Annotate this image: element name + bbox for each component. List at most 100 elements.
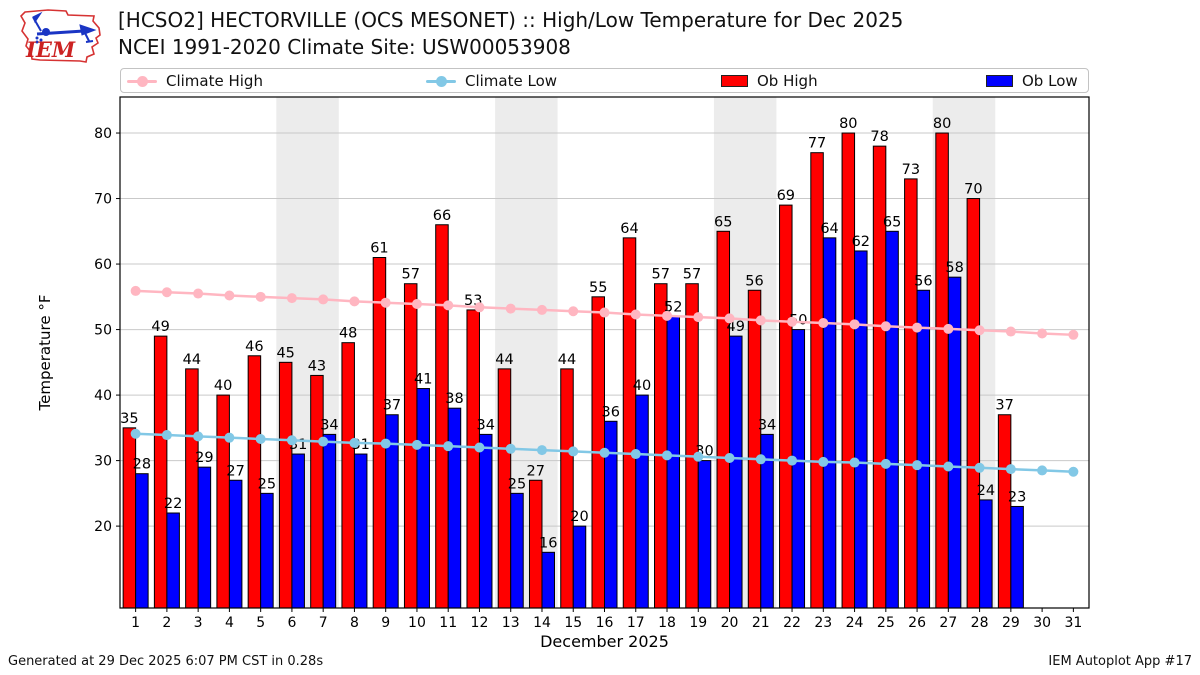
ob-high-bar bbox=[654, 283, 668, 609]
ob-low-bar bbox=[291, 453, 305, 609]
ob-high-label: 27 bbox=[527, 463, 545, 479]
legend-label: Climate Low bbox=[465, 71, 558, 90]
x-tick-label: 14 bbox=[533, 615, 551, 631]
ob-high-label: 37 bbox=[995, 398, 1013, 414]
ob-high-bar bbox=[185, 368, 199, 609]
app-credit: IEM Autoplot App #17 bbox=[1048, 654, 1192, 669]
generated-timestamp: Generated at 29 Dec 2025 6:07 PM CST in … bbox=[8, 654, 324, 669]
climate-high-marker bbox=[662, 310, 673, 321]
climate-high-swatch bbox=[127, 75, 157, 87]
climate-low-marker bbox=[599, 447, 610, 458]
ob-low-bar bbox=[572, 525, 587, 609]
climate-high-marker bbox=[1068, 329, 1079, 340]
climate-low-marker bbox=[255, 433, 266, 444]
ob-high-label: 80 bbox=[839, 116, 857, 132]
ob-high-bar bbox=[904, 178, 918, 609]
x-tick-label: 18 bbox=[658, 615, 676, 631]
x-tick-label: 17 bbox=[627, 615, 645, 631]
climate-high-marker bbox=[880, 321, 891, 332]
climate-high-marker bbox=[349, 296, 360, 307]
ob-high-bar bbox=[966, 198, 981, 609]
y-tick-label: 30 bbox=[94, 454, 112, 470]
ob-high-bar bbox=[341, 342, 355, 609]
climate-high-marker bbox=[193, 288, 204, 299]
ob-low-label: 38 bbox=[445, 391, 463, 407]
y-tick-label: 60 bbox=[94, 257, 112, 273]
ob-high-label: 78 bbox=[870, 129, 888, 145]
climate-low-marker bbox=[286, 435, 297, 446]
climate-high-marker bbox=[255, 291, 266, 302]
y-tick-label: 50 bbox=[94, 323, 112, 339]
climate-low-marker bbox=[474, 442, 485, 453]
ob-high-label: 65 bbox=[714, 214, 732, 230]
climate-high-marker bbox=[568, 306, 579, 317]
x-tick-label: 9 bbox=[381, 615, 390, 631]
climate-high-marker bbox=[974, 325, 985, 336]
ob-high-label: 35 bbox=[120, 411, 138, 427]
ob-low-bar bbox=[916, 289, 931, 609]
ob-low-bar bbox=[478, 433, 493, 609]
x-tick-label: 24 bbox=[846, 615, 864, 631]
climate-low-marker bbox=[318, 436, 329, 447]
ob-low-label: 34 bbox=[320, 417, 338, 433]
climate-high-marker bbox=[1037, 328, 1048, 339]
climate-high-marker bbox=[443, 300, 454, 311]
ob-low-label: 36 bbox=[602, 404, 620, 420]
ob-low-bar bbox=[353, 453, 368, 609]
x-tick-label: 2 bbox=[162, 615, 171, 631]
x-tick-label: 28 bbox=[971, 615, 989, 631]
ob-low-bar bbox=[166, 512, 180, 609]
ob-high-label: 77 bbox=[808, 136, 826, 152]
chart-legend: Climate High Climate Low Ob High Ob Low bbox=[120, 68, 1089, 93]
climate-low-marker bbox=[662, 450, 673, 461]
climate-low-marker bbox=[849, 457, 860, 468]
climate-high-marker bbox=[943, 323, 954, 334]
ob-low-label: 56 bbox=[914, 273, 932, 289]
ob-high-bar bbox=[310, 374, 324, 609]
climate-low-marker bbox=[568, 446, 579, 457]
ob-high-label: 55 bbox=[589, 280, 607, 296]
ob-high-bar bbox=[997, 414, 1012, 609]
climate-high-marker bbox=[411, 299, 422, 310]
x-tick-label: 31 bbox=[1064, 615, 1082, 631]
x-tick-label: 4 bbox=[225, 615, 234, 631]
ob-low-label: 29 bbox=[195, 450, 213, 466]
ob-low-label: 34 bbox=[758, 417, 776, 433]
ob-low-label: 25 bbox=[508, 476, 526, 492]
ob-high-label: 45 bbox=[276, 345, 294, 361]
x-tick-label: 6 bbox=[287, 615, 296, 631]
x-tick-label: 7 bbox=[319, 615, 328, 631]
legend-label: Climate High bbox=[166, 71, 263, 90]
ob-low-bar bbox=[666, 315, 681, 609]
ob-low-bar bbox=[135, 473, 149, 609]
climate-low-marker bbox=[880, 458, 891, 469]
climate-low-marker bbox=[536, 445, 547, 456]
climate-low-marker bbox=[943, 461, 954, 472]
climate-low-marker bbox=[193, 431, 204, 442]
ob-low-bar bbox=[635, 394, 649, 609]
legend-item-ob-low: Ob Low bbox=[986, 69, 1078, 92]
ob-low-label: 22 bbox=[164, 496, 182, 512]
ob-high-label: 43 bbox=[308, 358, 326, 374]
ob-low-label: 37 bbox=[383, 398, 401, 414]
climate-low-marker bbox=[380, 438, 391, 449]
ob-high-label: 49 bbox=[151, 319, 169, 335]
x-tick-label: 29 bbox=[1002, 615, 1020, 631]
ob-high-bar bbox=[153, 335, 168, 609]
ob-high-label: 57 bbox=[652, 267, 670, 283]
ob-high-label: 44 bbox=[558, 352, 576, 368]
climate-high-marker bbox=[224, 290, 235, 301]
ob-high-bar bbox=[935, 132, 949, 609]
climate-low-marker bbox=[693, 451, 704, 462]
weather-vane-icon bbox=[32, 11, 97, 44]
climate-high-marker bbox=[787, 316, 798, 327]
climate-high-marker bbox=[912, 322, 923, 333]
ob-high-label: 73 bbox=[902, 162, 920, 178]
climate-high-marker bbox=[849, 319, 860, 330]
y-tick-label: 40 bbox=[94, 388, 112, 404]
x-tick-label: 21 bbox=[752, 615, 770, 631]
x-tick-label: 8 bbox=[350, 615, 359, 631]
ob-high-label: 57 bbox=[683, 267, 701, 283]
climate-high-marker bbox=[1005, 326, 1016, 337]
